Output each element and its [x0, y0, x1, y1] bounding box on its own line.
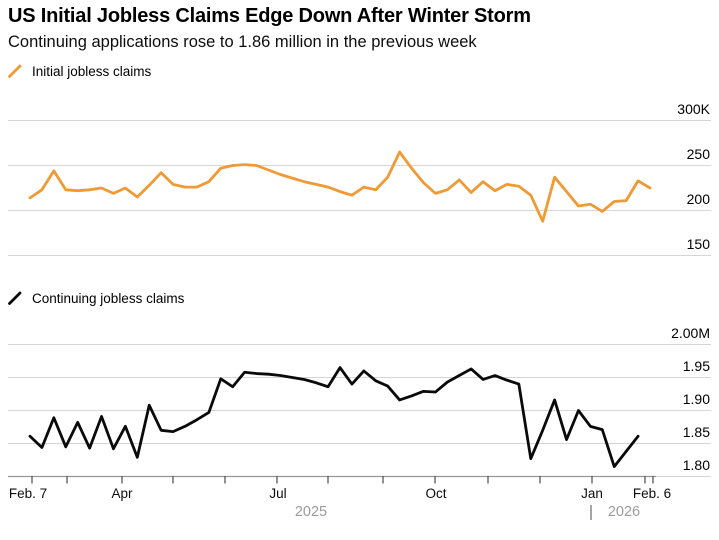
legend-continuing-claims-label: Continuing jobless claims	[32, 290, 185, 306]
x-axis-label: Jul	[269, 486, 287, 501]
y-tick-label: 150	[686, 236, 710, 252]
x-axis-label: Feb. 7	[8, 486, 48, 501]
black-slash-icon	[8, 291, 22, 305]
y-tick-label: 300K	[677, 101, 710, 117]
year-label-2025: 2025	[294, 504, 328, 520]
chart-subtitle: Continuing applications rose to 1.86 mil…	[8, 33, 477, 51]
y-tick-label: 1.85	[682, 424, 710, 440]
y-tick-label: 200	[686, 191, 710, 207]
gridlines	[8, 120, 711, 256]
year-label-2026: 2026	[607, 504, 641, 520]
x-axis-label: Feb. 6	[632, 486, 672, 501]
x-axis-label: Apr	[111, 486, 133, 501]
continuing-claims-line	[28, 366, 640, 469]
y-tick-label: 1.80	[682, 457, 710, 473]
initial-claims-chart	[8, 120, 711, 256]
initial-claims-line	[28, 150, 652, 223]
year-divider	[590, 505, 592, 520]
legend-initial-claims: Initial jobless claims	[7, 63, 151, 79]
y-tick-label: 250	[686, 146, 710, 162]
y-tick-label: 1.90	[682, 391, 710, 407]
y-tick-label: 1.95	[682, 358, 710, 374]
x-axis-label: Jan	[581, 486, 603, 501]
x-axis-tick-marks	[31, 476, 654, 484]
y-tick-label: 2.00M	[671, 325, 710, 341]
x-axis-label: Oct	[425, 486, 447, 501]
continuing-claims-chart	[8, 344, 711, 484]
legend-continuing-claims: Continuing jobless claims	[7, 290, 184, 306]
legend-initial-claims-label: Initial jobless claims	[32, 63, 152, 79]
orange-slash-icon	[8, 64, 22, 78]
chart-title: US Initial Jobless Claims Edge Down Afte…	[8, 5, 531, 27]
